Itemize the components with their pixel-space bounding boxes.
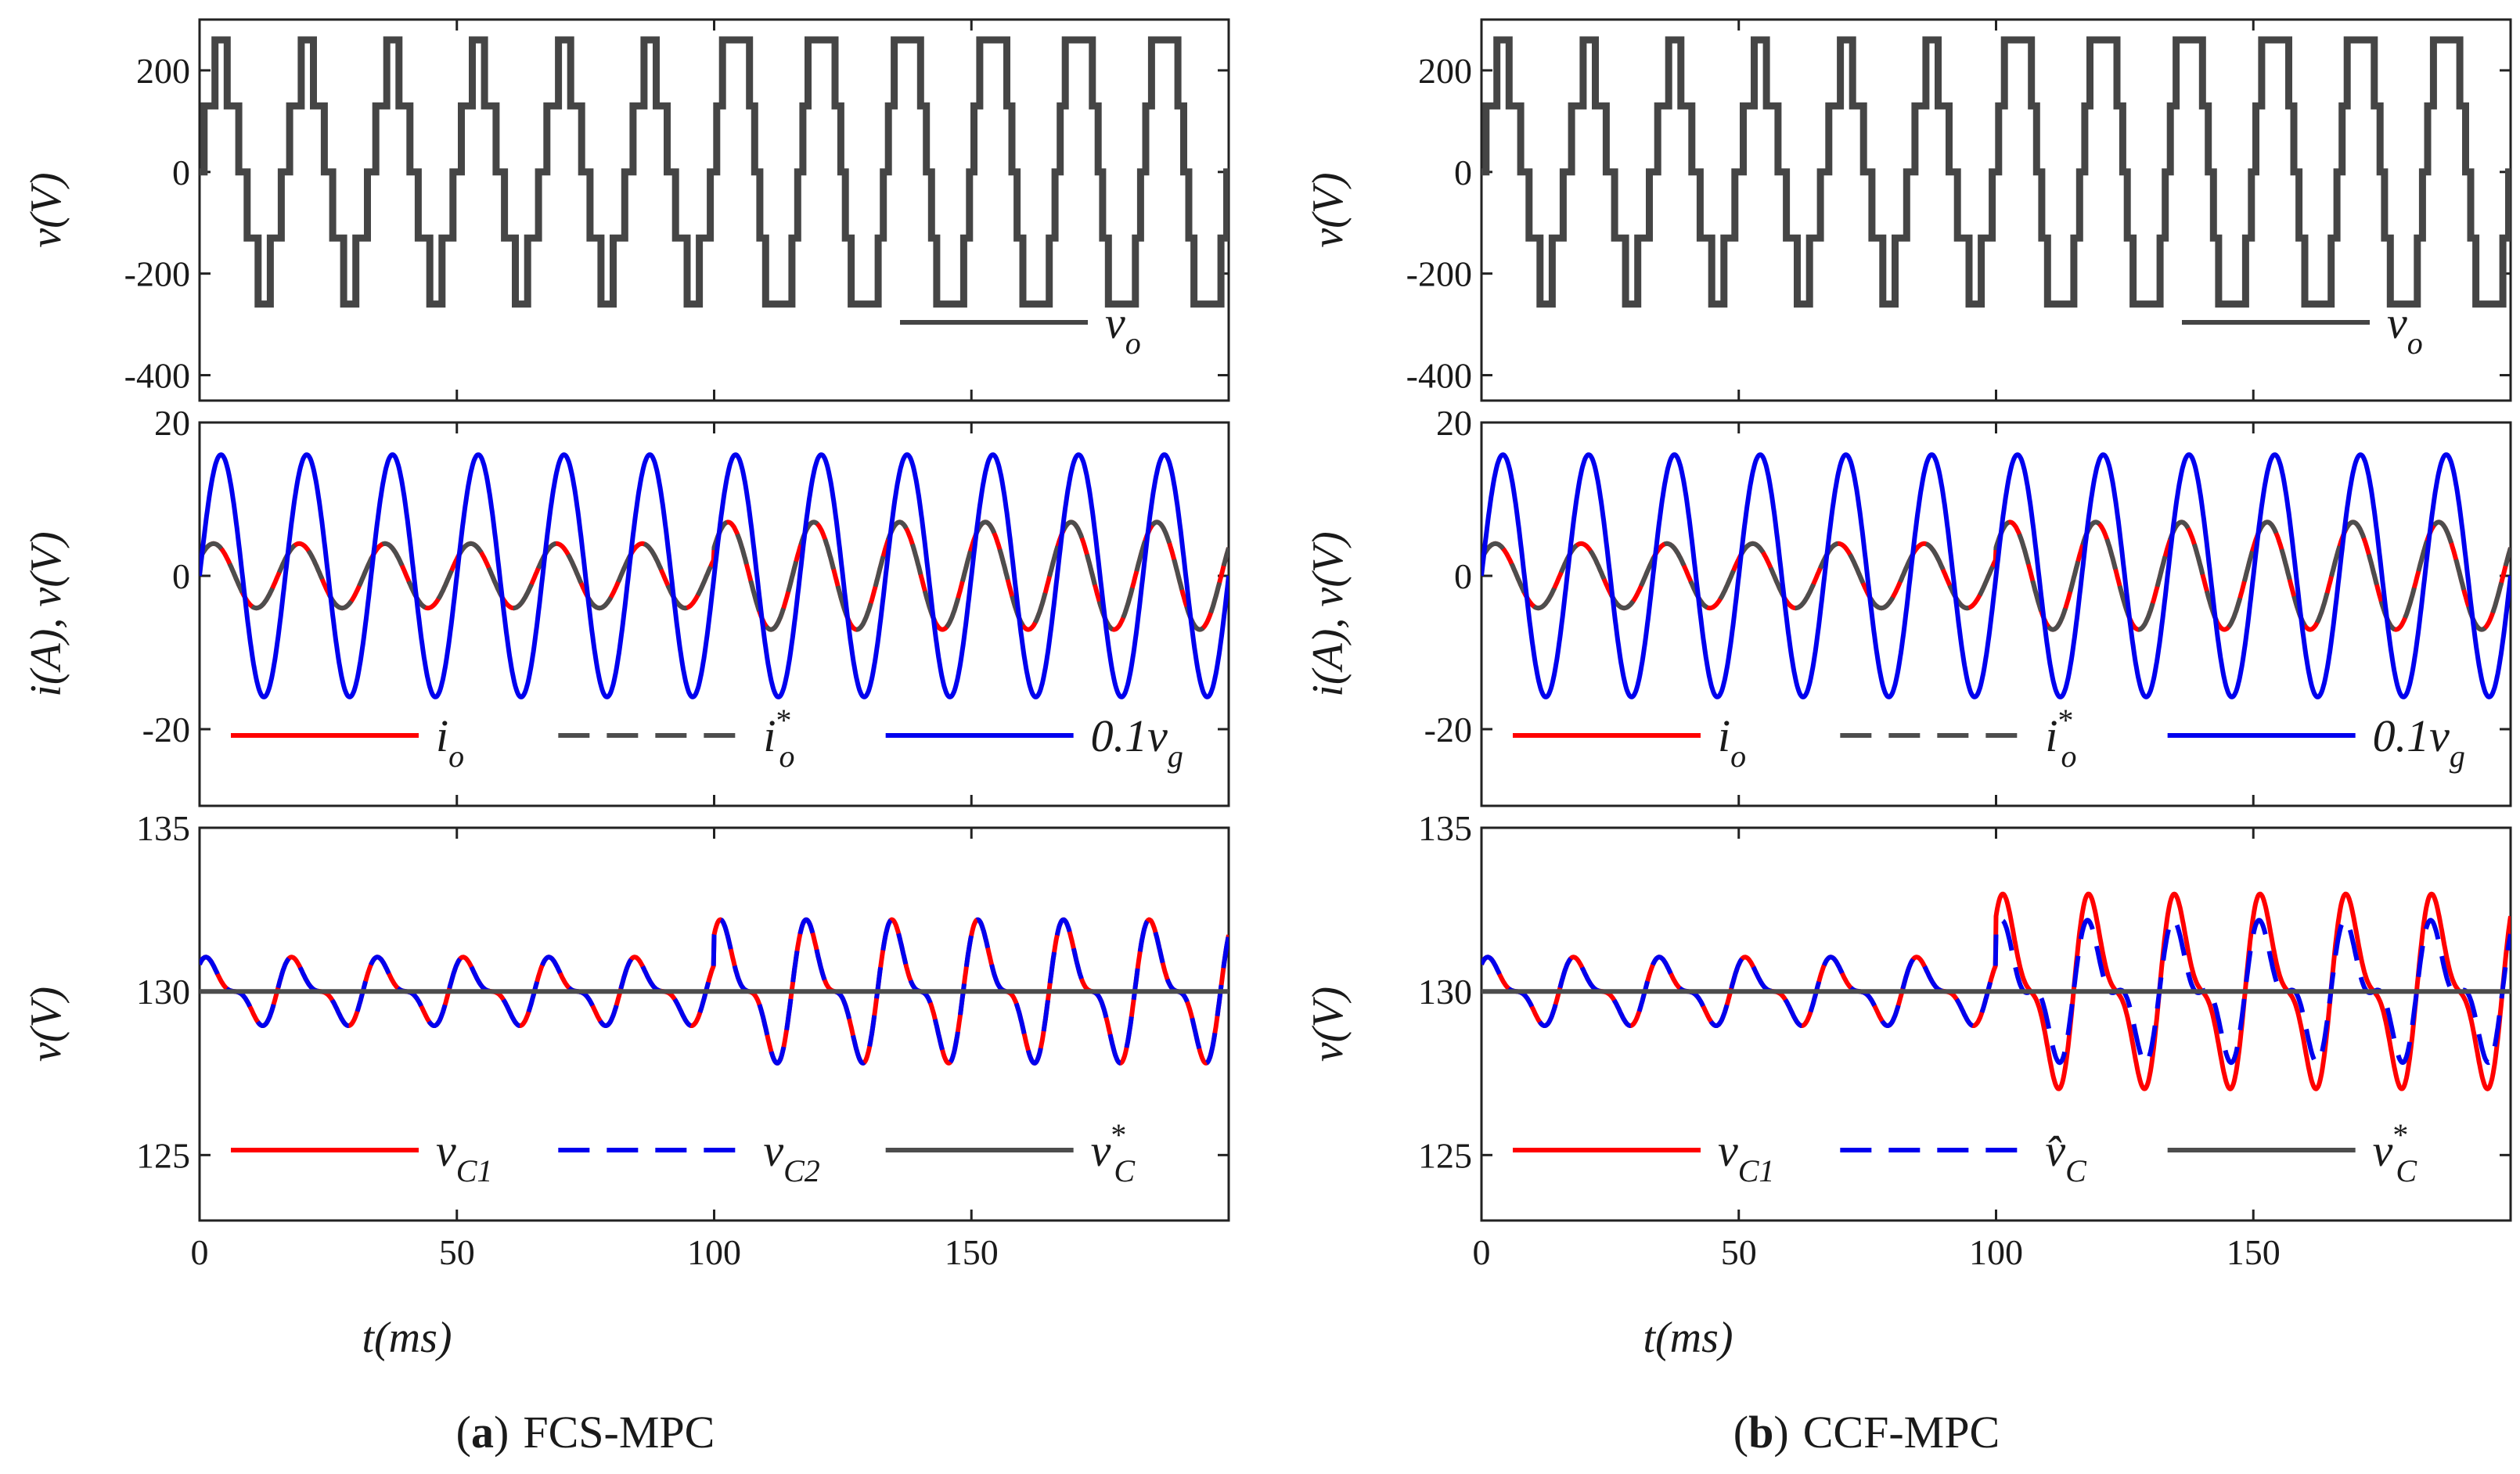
xtick-label: 150: [945, 1232, 999, 1272]
legend-label: vC1: [1718, 1125, 1774, 1188]
caption-a-letter: a: [471, 1407, 494, 1458]
series-0-1v-g: [200, 452, 1229, 699]
caption-b-open: (: [1733, 1407, 1748, 1458]
panel-a-bot: 125 130 135 0 50 100 150 v(V) vC1 vC2 v* C: [22, 808, 1230, 1272]
legend-label: v* C: [2373, 1117, 2418, 1188]
legend-label: io: [436, 710, 464, 774]
ytick-label: 200: [1418, 51, 1472, 91]
panel-b-mid: -20 0 20 i(A), v(V) io i* o 0.1vg: [1304, 403, 2512, 807]
ytick-label: 0: [1454, 153, 1472, 192]
ytick-label: 130: [1418, 972, 1472, 1012]
series-v-C-hat: [1481, 918, 2511, 1066]
ylabel: v(V): [1304, 172, 1352, 247]
legend-label: v* C: [1091, 1117, 1136, 1188]
svg-text:(b)CCF-MPC: (b) CCF-MPC: [1733, 1407, 2000, 1458]
legend-label: vo: [2387, 297, 2423, 361]
caption-a-open: (: [456, 1407, 471, 1458]
legend-label: 0.1vg: [2373, 710, 2465, 774]
plot-area: [200, 452, 1229, 699]
series-v-o: [200, 36, 1229, 308]
ytick-label: -20: [1424, 710, 1472, 750]
xlabel-b: t(ms): [1643, 1314, 1733, 1362]
legend-label: i* o: [2045, 703, 2076, 774]
legend: vo: [900, 297, 1141, 361]
ytick-label: 0: [172, 153, 190, 192]
xlabel-a: t(ms): [362, 1314, 452, 1362]
ylabel: v(V): [1304, 987, 1352, 1062]
xtick-label: 150: [2227, 1232, 2281, 1272]
axes-box: [1480, 421, 2512, 807]
ytick-label: 20: [1436, 403, 1472, 443]
axes-box: [198, 421, 1230, 807]
panel-a-top: -400 -200 0 200 v(V) vo: [22, 18, 1230, 402]
legend: vo: [2182, 297, 2423, 361]
caption-b: (b) CCF-MPC: [1733, 1407, 2000, 1458]
ytick-label: 20: [154, 403, 190, 443]
caption-a-close: ): [494, 1407, 509, 1458]
legend-label: vC2: [763, 1125, 819, 1188]
xtick-label: 0: [191, 1232, 209, 1272]
xaxis-label-b: t(ms): [1643, 1314, 1733, 1362]
ytick-label: -400: [124, 356, 190, 396]
legend-label: io: [1718, 710, 1746, 774]
ylabel: v(V): [22, 987, 70, 1062]
ytick-label: -400: [1406, 356, 1472, 396]
series-v-C2: [200, 917, 1229, 1066]
legend: vC1 vC2 v* C: [231, 1117, 1136, 1188]
plot-area: [1481, 36, 2511, 308]
legend-label: vo: [1105, 297, 1141, 361]
xtick-label: 50: [439, 1232, 475, 1272]
legend-label: v̂C: [2045, 1125, 2087, 1188]
caption-a-text: FCS-MPC: [523, 1407, 715, 1458]
ytick-label: 125: [136, 1135, 190, 1175]
ytick-label: 125: [1418, 1135, 1472, 1175]
plot-area: [200, 36, 1229, 308]
legend-label: 0.1vg: [1091, 710, 1183, 774]
ytick-label: -200: [124, 254, 190, 294]
ytick-label: 200: [136, 51, 190, 91]
ylabel: i(A), v(V): [22, 531, 70, 696]
panel-a-mid: -20 0 20 i(A), v(V) io i* o 0.1vg: [22, 403, 1230, 807]
series-v-o: [1481, 36, 2511, 308]
panel-b-bot: 125 130 135 0 50 100 150 v(V) vC1 v̂C v* C: [1304, 808, 2512, 1272]
legend: vC1 v̂C v* C: [1513, 1117, 2417, 1188]
ytick-label: 135: [1418, 808, 1472, 848]
caption-b-text: CCF-MPC: [1803, 1407, 2000, 1458]
caption-b-letter: b: [1748, 1407, 1773, 1458]
caption-a: (a) FCS-MPC: [456, 1407, 715, 1458]
plot-area: [1481, 452, 2511, 699]
plot-area: [200, 917, 1229, 1066]
ylabel: v(V): [22, 172, 70, 247]
axes-box: [1480, 18, 2512, 402]
plot-area: [1481, 891, 2511, 1091]
ytick-label: 0: [1454, 556, 1472, 596]
legend-label: vC1: [436, 1125, 492, 1188]
svg-text:(a)FCS-MPC: (a) FCS-MPC: [456, 1407, 715, 1458]
caption-b-close: ): [1773, 1407, 1788, 1458]
legend-label: i* o: [763, 703, 794, 774]
series-0-1v-g: [1481, 452, 2511, 699]
xaxis-label-a: t(ms): [362, 1314, 452, 1362]
xtick-label: 100: [1969, 1232, 2023, 1272]
legend: io i* o 0.1vg: [231, 703, 1183, 774]
ylabel: i(A), v(V): [1304, 531, 1352, 696]
legend: io i* o 0.1vg: [1513, 703, 2465, 774]
ytick-label: -20: [142, 710, 190, 750]
xtick-label: 100: [687, 1232, 741, 1272]
ytick-label: -200: [1406, 254, 1472, 294]
panel-b-top: -400 -200 0 200 v(V) vo: [1304, 18, 2512, 402]
ytick-label: 0: [172, 556, 190, 596]
xtick-label: 50: [1721, 1232, 1757, 1272]
ytick-label: 135: [136, 808, 190, 848]
xtick-label: 0: [1473, 1232, 1491, 1272]
ytick-label: 130: [136, 972, 190, 1012]
axes-box: [198, 18, 1230, 402]
